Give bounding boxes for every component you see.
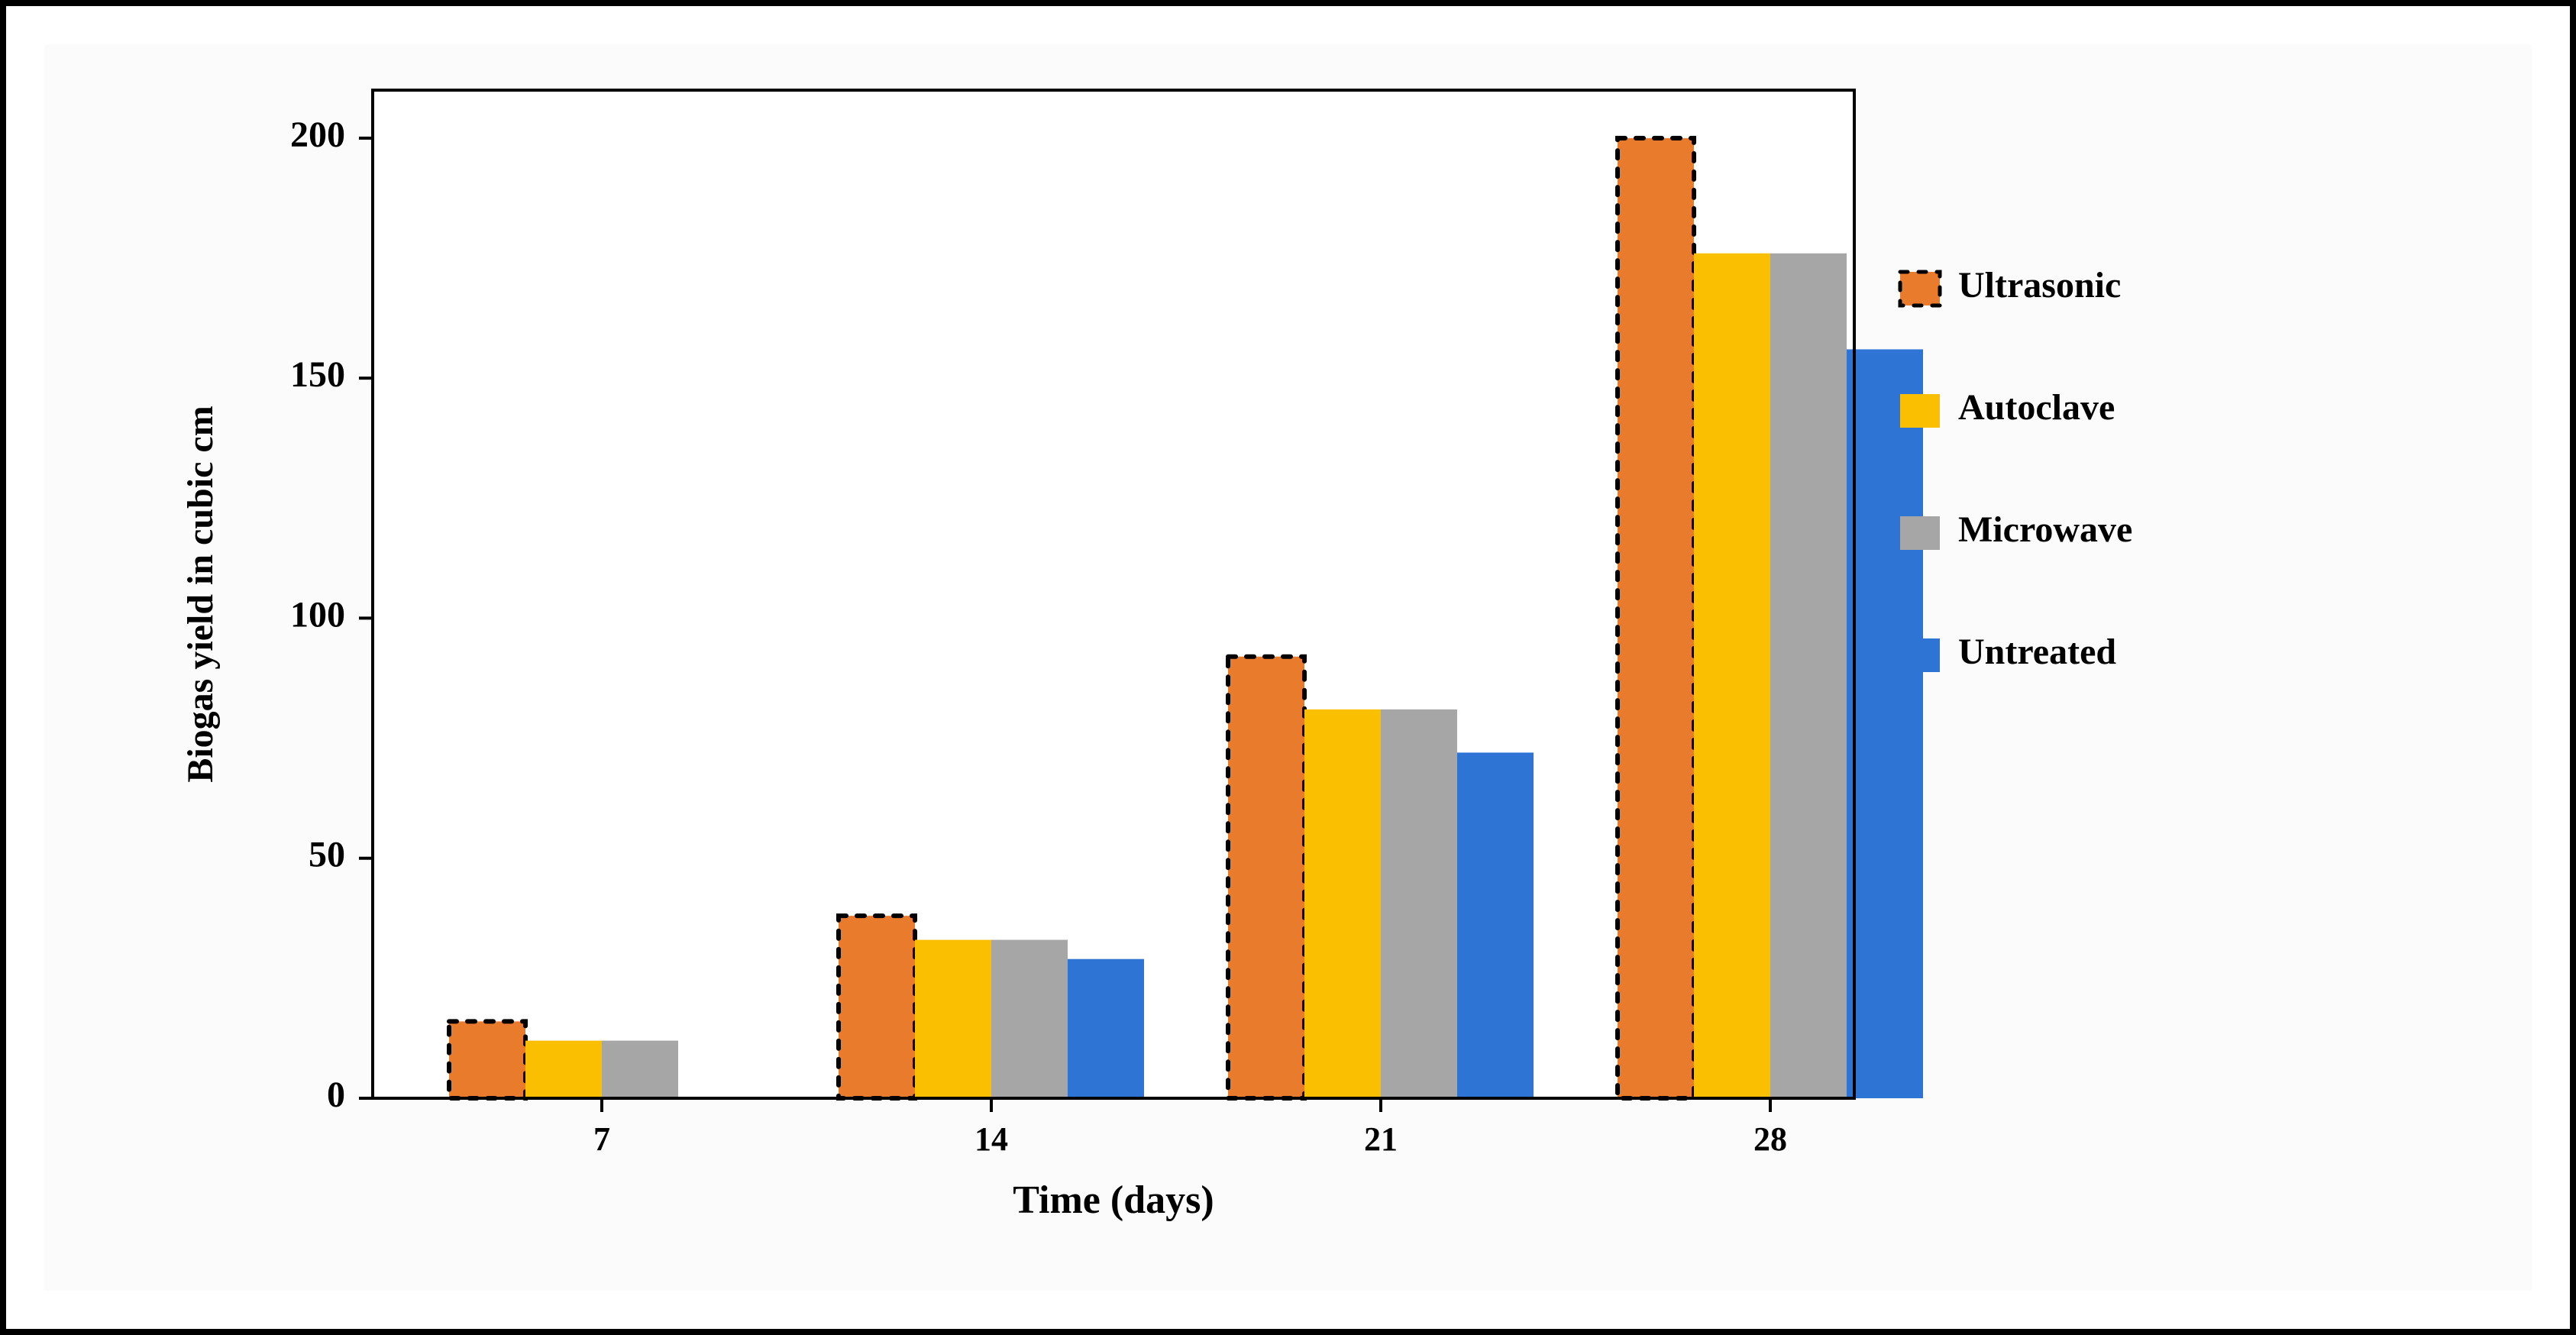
legend-swatch-autoclave: [1900, 394, 1940, 428]
bar-untreated: [1457, 752, 1534, 1098]
legend-swatch-microwave: [1900, 516, 1940, 550]
bar-ultrasonic: [1228, 657, 1304, 1098]
legend-swatch-untreated: [1900, 638, 1940, 672]
bar-untreated: [1068, 959, 1144, 1098]
bar-autoclave: [1304, 710, 1381, 1098]
bar-microwave: [1381, 710, 1457, 1098]
bar-autoclave: [915, 940, 991, 1098]
bar-ultrasonic: [1618, 138, 1694, 1098]
bar-untreated: [1847, 349, 1923, 1098]
y-axis-label: Biogas yield in cubic cm: [180, 406, 221, 782]
y-tick-label: 0: [327, 1075, 345, 1115]
y-tick-label: 50: [309, 835, 345, 875]
bar-ultrasonic: [449, 1021, 525, 1098]
chart-stage: 0 50 100 150 200 Biogas yield in cubic cm 7 14 2…: [121, 37, 2458, 1259]
bar-microwave: [991, 940, 1068, 1098]
x-tick-label: 28: [1753, 1120, 1787, 1158]
legend-label-ultrasonic: Ultrasonic: [1958, 265, 2121, 305]
y-tick-label: 200: [290, 115, 345, 155]
bar-microwave: [1770, 254, 1847, 1098]
bar-autoclave: [1694, 254, 1770, 1098]
legend-label-microwave: Microwave: [1958, 509, 2132, 550]
bar-autoclave: [525, 1041, 602, 1098]
x-axis-label: Time (days): [1013, 1178, 1214, 1222]
bar-chart: 0 50 100 150 200 Biogas yield in cubic cm 7 14 2…: [121, 37, 2458, 1259]
bar-microwave: [602, 1041, 678, 1098]
figure-frame: 0 50 100 150 200 Biogas yield in cubic cm 7 14 2…: [0, 0, 2576, 1335]
legend-swatch-ultrasonic: [1900, 272, 1940, 305]
x-tick-label: 7: [593, 1120, 610, 1158]
bar-ultrasonic: [839, 916, 915, 1098]
x-tick-label: 14: [974, 1120, 1008, 1158]
legend-label-autoclave: Autoclave: [1958, 387, 2115, 428]
y-tick-label: 150: [290, 354, 345, 395]
legend-label-untreated: Untreated: [1958, 632, 2116, 672]
x-tick-label: 21: [1364, 1120, 1398, 1158]
y-tick-label: 100: [290, 594, 345, 635]
